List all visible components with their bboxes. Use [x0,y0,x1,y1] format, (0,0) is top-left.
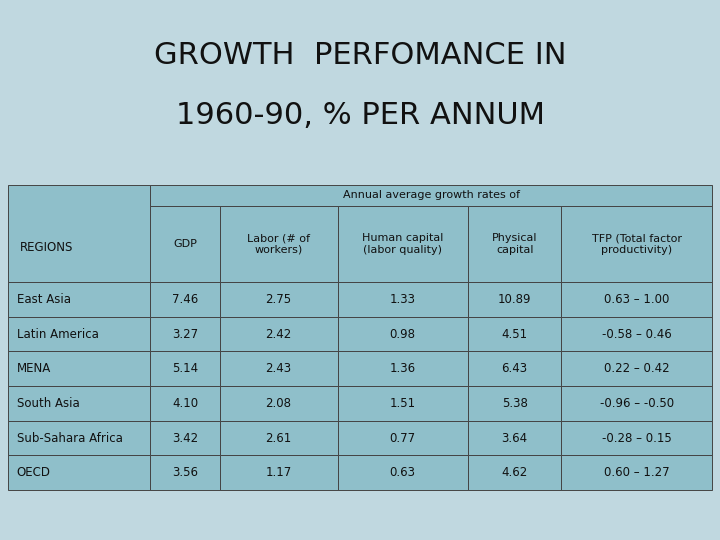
Text: 0.63 – 1.00: 0.63 – 1.00 [604,293,670,306]
Bar [150,185,712,206]
Bar [468,421,562,455]
Text: 5.14: 5.14 [172,362,198,375]
Bar [220,455,338,490]
Bar [468,316,562,352]
Bar [8,455,150,490]
Text: East Asia: East Asia [17,293,71,306]
Bar [150,316,220,352]
Bar [150,282,220,316]
Text: 7.46: 7.46 [172,293,198,306]
Bar [562,386,712,421]
Bar [338,206,468,282]
Bar [562,316,712,352]
Text: -0.58 – 0.46: -0.58 – 0.46 [602,328,672,341]
Bar [338,282,468,316]
Bar [468,455,562,490]
Text: 4.10: 4.10 [172,397,198,410]
Text: TFP (Total factor
productivity): TFP (Total factor productivity) [592,233,682,255]
Text: 0.22 – 0.42: 0.22 – 0.42 [604,362,670,375]
Bar [8,421,150,455]
Text: 4.51: 4.51 [502,328,528,341]
Text: 3.64: 3.64 [502,431,528,444]
Text: -0.96 – -0.50: -0.96 – -0.50 [600,397,674,410]
Bar [8,316,150,352]
Text: South Asia: South Asia [17,397,79,410]
Text: GROWTH  PERFOMANCE IN: GROWTH PERFOMANCE IN [154,40,566,70]
Text: Latin America: Latin America [17,328,99,341]
Text: 2.75: 2.75 [266,293,292,306]
Text: 0.98: 0.98 [390,328,415,341]
Text: REGIONS: REGIONS [19,241,73,254]
Bar [338,455,468,490]
Bar [468,206,562,282]
Bar [220,352,338,386]
Text: 2.42: 2.42 [266,328,292,341]
Bar [150,421,220,455]
Text: Annual average growth rates of: Annual average growth rates of [343,191,520,200]
Bar [468,352,562,386]
Text: Physical
capital: Physical capital [492,233,537,255]
Text: GDP: GDP [173,239,197,249]
Text: 5.38: 5.38 [502,397,528,410]
Bar [8,352,150,386]
Bar [468,282,562,316]
Bar [220,316,338,352]
Text: OECD: OECD [17,466,50,479]
Bar [562,206,712,282]
Bar [220,386,338,421]
Bar [220,282,338,316]
Text: 0.60 – 1.27: 0.60 – 1.27 [604,466,670,479]
Bar [562,455,712,490]
Bar [150,386,220,421]
Text: -0.28 – 0.15: -0.28 – 0.15 [602,431,672,444]
Text: 1960-90, % PER ANNUM: 1960-90, % PER ANNUM [176,100,544,130]
Text: 3.27: 3.27 [172,328,198,341]
Bar [468,386,562,421]
Text: 0.77: 0.77 [390,431,415,444]
Text: 0.63: 0.63 [390,466,415,479]
Bar [338,386,468,421]
Text: Labor (# of
workers): Labor (# of workers) [247,233,310,255]
Bar [150,206,220,282]
Text: 3.56: 3.56 [172,466,198,479]
Text: 6.43: 6.43 [502,362,528,375]
Bar [150,455,220,490]
Text: 1.17: 1.17 [266,466,292,479]
Text: Human capital
(labor quality): Human capital (labor quality) [362,233,444,255]
Bar [562,282,712,316]
Bar [220,421,338,455]
Bar [8,185,150,282]
Text: 10.89: 10.89 [498,293,531,306]
Bar [562,421,712,455]
Bar [338,316,468,352]
Text: 1.33: 1.33 [390,293,415,306]
Text: 2.43: 2.43 [266,362,292,375]
Bar [338,421,468,455]
Text: 1.51: 1.51 [390,397,415,410]
Text: 2.08: 2.08 [266,397,292,410]
Bar [8,386,150,421]
Bar [8,282,150,316]
Bar [338,352,468,386]
Text: MENA: MENA [17,362,51,375]
Bar [562,352,712,386]
Text: 2.61: 2.61 [266,431,292,444]
Text: 3.42: 3.42 [172,431,198,444]
Text: Sub-Sahara Africa: Sub-Sahara Africa [17,431,122,444]
Text: 1.36: 1.36 [390,362,415,375]
Text: 4.62: 4.62 [502,466,528,479]
Bar [220,206,338,282]
Bar [150,352,220,386]
